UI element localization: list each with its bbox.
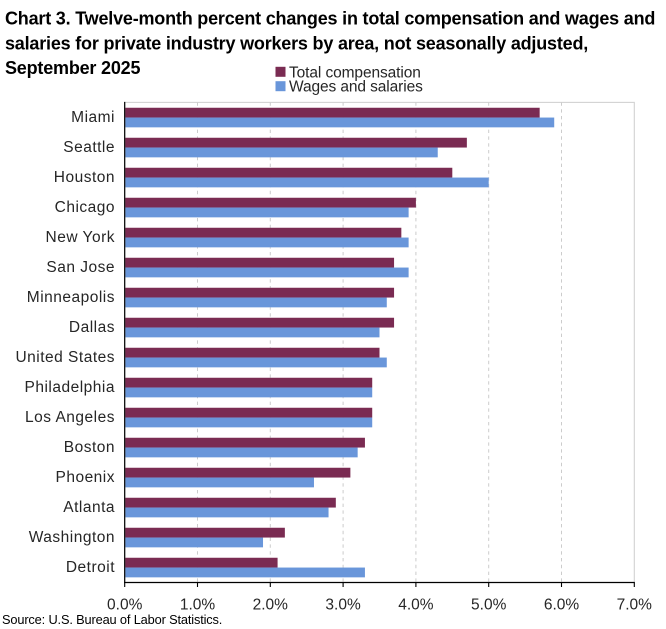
svg-text:2.0%: 2.0% — [253, 596, 289, 613]
svg-text:Chicago: Chicago — [55, 199, 115, 216]
svg-text:3.0%: 3.0% — [325, 596, 361, 613]
svg-text:5.0%: 5.0% — [471, 596, 507, 613]
svg-text:7.0%: 7.0% — [617, 596, 653, 613]
svg-text:0.0%: 0.0% — [107, 596, 143, 613]
svg-text:4.0%: 4.0% — [398, 596, 434, 613]
svg-text:Boston: Boston — [64, 439, 115, 456]
svg-text:Los Angeles: Los Angeles — [25, 409, 115, 426]
svg-text:6.0%: 6.0% — [544, 596, 580, 613]
svg-text:New York: New York — [46, 229, 115, 246]
svg-text:Miami: Miami — [71, 109, 115, 126]
svg-text:Philadelphia: Philadelphia — [25, 379, 115, 396]
svg-text:1.0%: 1.0% — [180, 596, 216, 613]
svg-text:Total compensation: Total compensation — [289, 64, 421, 81]
svg-text:Phoenix: Phoenix — [55, 469, 115, 486]
svg-text:Detroit: Detroit — [66, 559, 115, 576]
svg-text:San Jose: San Jose — [46, 259, 115, 276]
svg-text:Chart 3. Twelve-month percent: Chart 3. Twelve-month percent changes in… — [5, 9, 655, 29]
svg-text:Wages and salaries: Wages and salaries — [289, 79, 423, 96]
svg-text:Seattle: Seattle — [63, 139, 115, 156]
svg-text:Source: U.S. Bureau of Labor S: Source: U.S. Bureau of Labor Statistics. — [2, 612, 222, 627]
svg-text:salaries for private industry: salaries for private industry workers by… — [5, 33, 588, 53]
svg-text:Houston: Houston — [54, 169, 115, 186]
svg-text:Dallas: Dallas — [69, 319, 115, 336]
svg-text:September 2025: September 2025 — [5, 58, 140, 78]
svg-text:Minneapolis: Minneapolis — [27, 289, 115, 306]
svg-text:United States: United States — [15, 349, 115, 366]
svg-text:Washington: Washington — [29, 529, 115, 546]
svg-text:Atlanta: Atlanta — [63, 499, 115, 516]
